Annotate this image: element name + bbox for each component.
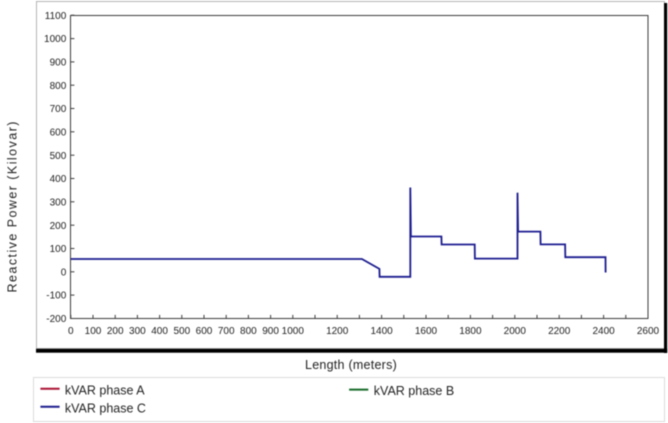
svg-text:100: 100 bbox=[50, 244, 67, 255]
svg-text:500: 500 bbox=[50, 151, 67, 162]
svg-text:900: 900 bbox=[50, 58, 67, 69]
svg-text:200: 200 bbox=[107, 326, 124, 337]
svg-text:700: 700 bbox=[50, 104, 67, 115]
svg-text:2000: 2000 bbox=[504, 326, 527, 337]
svg-text:300: 300 bbox=[50, 197, 67, 208]
svg-text:800: 800 bbox=[50, 81, 67, 92]
svg-text:-100: -100 bbox=[46, 291, 66, 302]
svg-text:2200: 2200 bbox=[548, 326, 571, 337]
svg-text:1000: 1000 bbox=[44, 34, 67, 45]
svg-text:100: 100 bbox=[85, 326, 102, 337]
svg-text:1000: 1000 bbox=[282, 326, 305, 337]
svg-text:1600: 1600 bbox=[415, 326, 438, 337]
svg-text:-200: -200 bbox=[46, 314, 66, 325]
svg-text:1100: 1100 bbox=[45, 11, 67, 22]
svg-text:400: 400 bbox=[50, 174, 67, 185]
svg-text:2400: 2400 bbox=[592, 326, 615, 337]
svg-text:kVAR phase C: kVAR phase C bbox=[65, 402, 146, 416]
svg-text:kVAR phase B: kVAR phase B bbox=[374, 384, 454, 398]
svg-text:500: 500 bbox=[173, 326, 190, 337]
svg-text:600: 600 bbox=[196, 326, 213, 337]
svg-text:200: 200 bbox=[50, 221, 67, 232]
svg-text:1800: 1800 bbox=[459, 326, 482, 337]
svg-text:900: 900 bbox=[262, 326, 279, 337]
svg-text:600: 600 bbox=[50, 127, 67, 138]
svg-text:0: 0 bbox=[61, 267, 67, 278]
svg-text:800: 800 bbox=[240, 326, 257, 337]
svg-text:1400: 1400 bbox=[370, 326, 393, 337]
svg-text:kVAR phase A: kVAR phase A bbox=[65, 384, 145, 398]
svg-text:400: 400 bbox=[151, 326, 168, 337]
svg-text:700: 700 bbox=[218, 326, 235, 337]
svg-text:Reactive Power (Kilovar): Reactive Power (Kilovar) bbox=[5, 120, 19, 292]
svg-text:300: 300 bbox=[129, 326, 146, 337]
svg-text:1200: 1200 bbox=[326, 326, 349, 337]
svg-text:Length (meters): Length (meters) bbox=[305, 358, 397, 372]
svg-text:2600: 2600 bbox=[637, 326, 660, 337]
svg-text:0: 0 bbox=[68, 326, 74, 337]
